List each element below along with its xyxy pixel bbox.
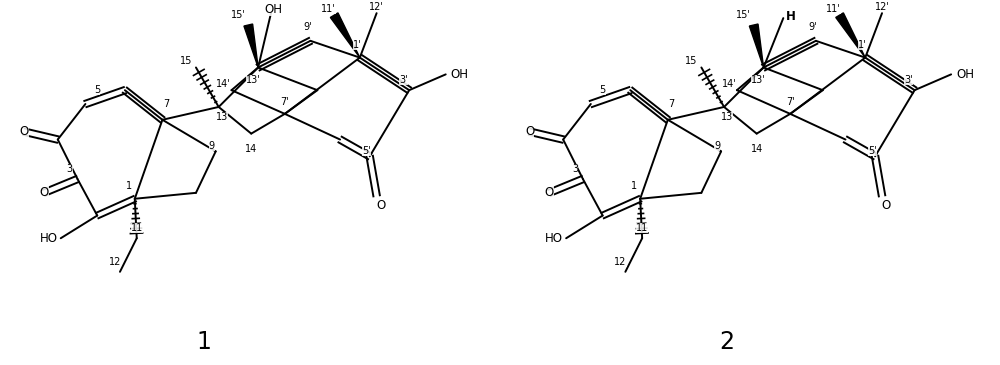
Text: 13': 13' [751,75,766,85]
Text: O: O [525,125,534,138]
Text: O: O [545,187,554,199]
Text: 1: 1 [631,181,637,191]
Text: 14': 14' [722,79,736,89]
Text: 15: 15 [685,55,698,66]
Text: 1': 1' [353,40,361,50]
Text: 5': 5' [362,146,371,156]
Polygon shape [244,24,258,68]
Text: 12: 12 [109,257,121,267]
Text: HO: HO [545,232,563,245]
Text: 11: 11 [131,223,143,233]
Text: 9: 9 [209,142,215,151]
Text: 15': 15' [736,10,751,20]
Text: O: O [881,199,891,212]
Text: 14': 14' [216,79,231,89]
Text: 13': 13' [246,75,261,85]
Text: 1: 1 [196,330,211,354]
Text: 12': 12' [369,2,384,12]
Text: 13: 13 [216,112,228,122]
Text: 12': 12' [875,2,889,12]
Text: 7: 7 [163,99,169,109]
Text: 7': 7' [786,97,795,107]
Text: 3': 3' [399,75,408,85]
Text: 5: 5 [94,85,100,95]
Text: 14: 14 [245,145,257,154]
Text: 3: 3 [572,164,578,174]
Text: 12: 12 [614,257,627,267]
Text: 2: 2 [720,330,735,354]
Text: 9': 9' [809,22,817,32]
Text: 13: 13 [721,112,733,122]
Text: HO: HO [40,232,58,245]
Text: 3': 3' [904,75,913,85]
Text: 9': 9' [303,22,312,32]
Polygon shape [749,24,764,68]
Text: OH: OH [956,68,974,81]
Text: O: O [20,125,29,138]
Text: 15: 15 [180,55,192,66]
Text: 7: 7 [669,99,675,109]
Text: O: O [376,199,385,212]
Text: 1: 1 [126,181,132,191]
Text: H: H [786,9,796,23]
Text: 3: 3 [67,164,73,174]
Text: 5: 5 [600,85,606,95]
Text: OH: OH [264,3,282,16]
Text: 5': 5' [868,146,877,156]
Text: 11': 11' [826,4,841,14]
Text: O: O [39,187,49,199]
Text: 11: 11 [636,223,648,233]
Text: 9: 9 [714,142,720,151]
Text: 7': 7' [280,97,289,107]
Text: 11': 11' [321,4,336,14]
Polygon shape [836,13,865,58]
Text: 14: 14 [751,145,763,154]
Text: 1': 1' [858,40,867,50]
Text: OH: OH [451,68,469,81]
Polygon shape [330,13,360,58]
Text: 15': 15' [231,10,246,20]
